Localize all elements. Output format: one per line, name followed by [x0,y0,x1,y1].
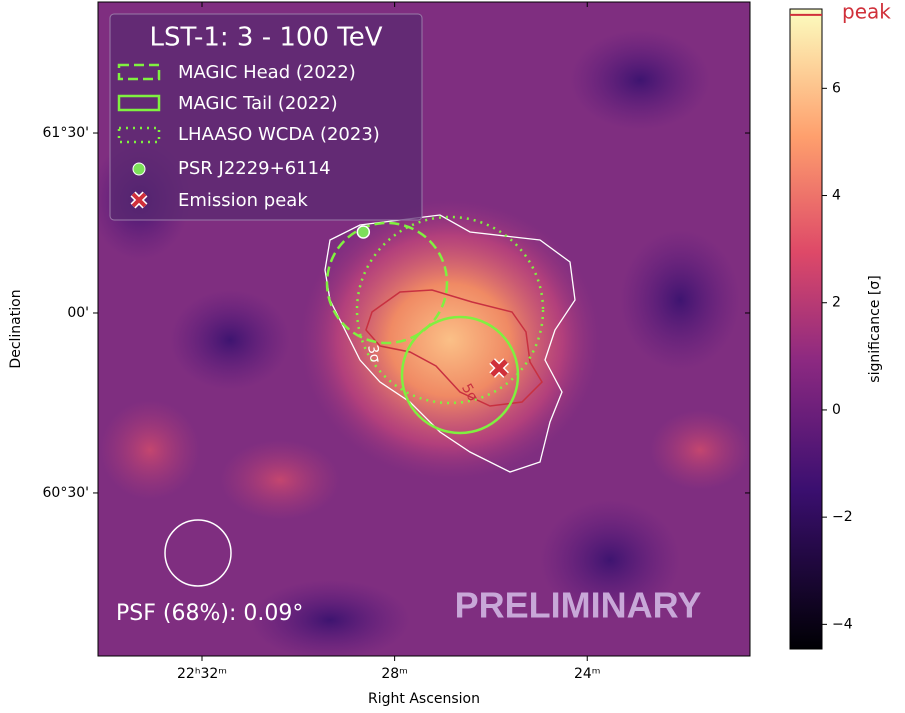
colorbar-tick-label: −4 [832,616,853,632]
legend-label: PSR J2229+6114 [178,158,331,179]
x-axis-label: Right Ascension [368,691,480,707]
chart: 3σ 5σ PSF (68%): 0.09° PRELIMINARY LST-1… [0,0,905,713]
x-tick-label: 28ᵐ [381,666,408,682]
legend-label: MAGIC Tail (2022) [178,93,338,114]
y-tick-label: 60°30' [43,485,89,501]
legend-label: LHAASO WCDA (2023) [178,124,380,145]
colorbar-tick-label: 6 [832,80,841,96]
legend-label: MAGIC Head (2022) [178,62,356,83]
y-tick-label: 61°30' [43,125,89,141]
colorbar-tick-label: 2 [832,295,841,311]
colorbar-tick-label: −2 [832,509,853,525]
colorbar-peak-label: peak [842,0,891,23]
y-axis-label: Declination [8,289,24,368]
legend-icon [133,163,145,175]
contour-label: 3σ [364,344,383,364]
colorbar-tick-label: 4 [832,188,841,204]
psf-annotation: PSF (68%): 0.09° [116,601,303,626]
colorbar [790,9,822,649]
pulsar-marker [357,226,369,238]
legend-title: LST-1: 3 - 100 TeV [149,23,382,53]
colorbar-tick-label: 0 [832,402,841,418]
legend: LST-1: 3 - 100 TeV MAGIC Head (2022) MAG… [110,14,422,220]
x-tick-label: 24ᵐ [574,666,601,682]
legend-label: Emission peak [178,190,308,211]
colorbar-label: significance [σ] [867,275,883,382]
x-tick-label: 22ʰ32ᵐ [177,666,227,682]
preliminary-label: PRELIMINARY [455,585,702,626]
y-tick-label: 00' [67,305,89,321]
